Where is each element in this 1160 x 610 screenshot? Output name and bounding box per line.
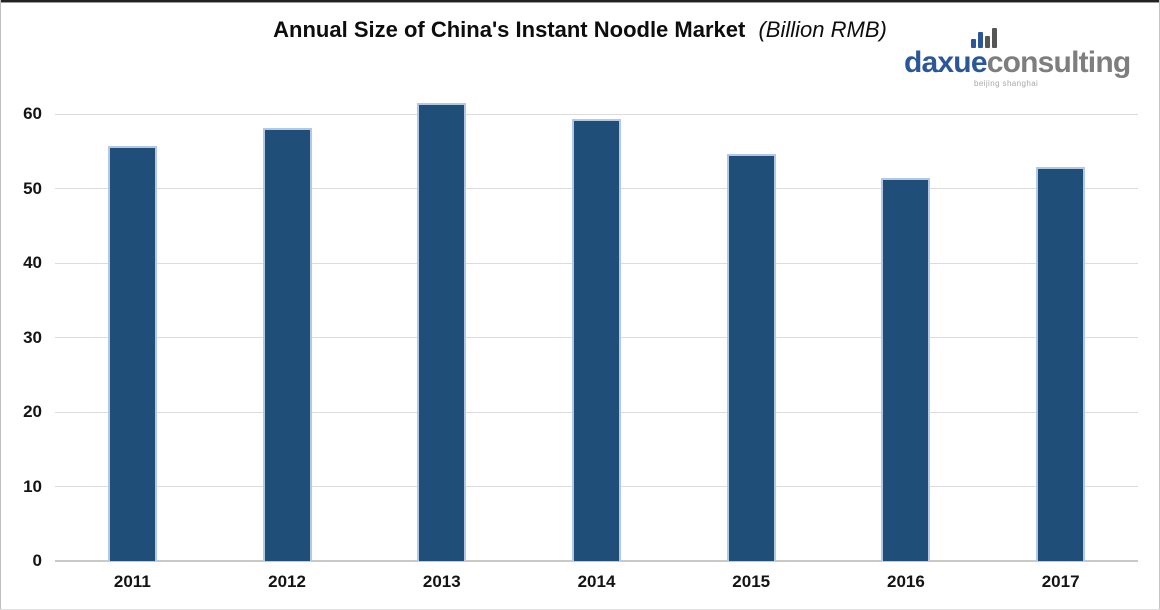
x-tick-label-2015: 2015 <box>732 572 771 591</box>
logo-wordmark: daxueconsulting <box>904 48 1136 78</box>
bar-2014 <box>572 118 621 561</box>
x-tick-label-2012: 2012 <box>268 572 306 591</box>
bar-chart-icon-bar-1 <box>971 39 976 48</box>
bar-chart-icon-bar-4 <box>992 28 997 48</box>
x-tick-label-2014: 2014 <box>577 572 616 591</box>
x-tick-label-2011: 2011 <box>113 572 151 591</box>
bar-chart-icon <box>971 26 1136 48</box>
bar-chart-icon-bar-3 <box>985 36 990 48</box>
x-axis-line <box>55 560 1138 562</box>
y-tick-label-40: 40 <box>23 253 42 273</box>
bar-2013 <box>417 103 467 561</box>
gridline-60 <box>55 113 1138 115</box>
y-tick-label-30: 30 <box>23 327 42 347</box>
y-tick-label-10: 10 <box>23 476 42 496</box>
bar-chart-icon-bar-2 <box>978 32 983 48</box>
chart-title: Annual Size of China's Instant Noodle Ma… <box>0 17 1160 43</box>
bar-2012 <box>262 128 312 561</box>
frame-border-top-shadow <box>0 2 1160 3</box>
logo-daxue: daxue <box>904 46 988 79</box>
y-tick-label-60: 60 <box>23 104 42 124</box>
logo-tagline: beijing shanghai <box>974 79 1039 88</box>
x-tick-label-2016: 2016 <box>887 572 925 591</box>
frame-border-left <box>0 0 1 610</box>
daxue-consulting-logo: daxueconsulting beijing shanghai <box>904 26 1136 88</box>
logo-consulting: consulting <box>986 46 1131 79</box>
y-tick-label-0: 0 <box>32 551 42 570</box>
x-tick-label-2017: 2017 <box>1041 572 1080 591</box>
plot-area <box>55 77 1138 562</box>
bar-2017 <box>1036 167 1086 561</box>
chart-title-text: Annual Size of China's Instant Noodle Ma… <box>273 17 746 42</box>
x-tick-label-2013: 2013 <box>422 572 461 591</box>
chart-title-unit: (Billion RMB) <box>758 17 887 42</box>
frame-border-top <box>0 0 1160 2</box>
bar-2011 <box>107 146 157 561</box>
bar-2015 <box>726 154 776 561</box>
y-tick-label-20: 20 <box>23 402 42 422</box>
bar-2016 <box>881 177 931 561</box>
y-tick-label-50: 50 <box>23 178 42 198</box>
